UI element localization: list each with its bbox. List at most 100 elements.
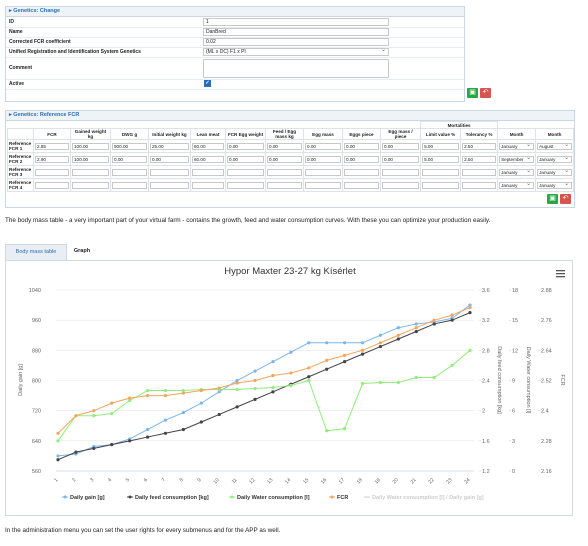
legend-marker xyxy=(330,495,334,499)
cell-input[interactable]: 2.50 xyxy=(462,142,497,150)
month-select[interactable]: January xyxy=(499,181,535,189)
field-input[interactable]: DanBred xyxy=(203,28,389,36)
y-tick-label: 1040 xyxy=(29,288,41,294)
cell-input[interactable]: 0.00 xyxy=(305,155,341,163)
data-point xyxy=(217,386,221,390)
cell-input[interactable] xyxy=(344,168,379,176)
field-input[interactable]: 1 xyxy=(203,18,389,26)
cell-input[interactable] xyxy=(462,168,497,176)
month-select[interactable]: January xyxy=(537,168,573,176)
cell-input[interactable]: 25.00 xyxy=(150,142,189,150)
cell-input[interactable]: 2.85 xyxy=(35,142,69,150)
cell-input[interactable]: 0.00 xyxy=(344,155,379,163)
y-tick-label: 1.2 xyxy=(482,469,490,475)
cell-input[interactable]: 900.00 xyxy=(112,142,147,150)
legend-label: Daily feed consumption [kg] xyxy=(135,495,209,501)
data-point xyxy=(432,318,436,322)
cell-input[interactable] xyxy=(227,168,264,176)
month-select[interactable]: January xyxy=(499,168,535,176)
cell-input[interactable] xyxy=(267,181,302,189)
cell-input[interactable]: 0.00 xyxy=(267,142,302,150)
active-checkbox[interactable]: ✓ xyxy=(204,80,211,87)
cell-input[interactable] xyxy=(344,181,379,189)
cell-input[interactable]: 0.00 xyxy=(382,155,420,163)
month-select[interactable]: September xyxy=(499,155,535,163)
cell-input[interactable] xyxy=(267,168,302,176)
cell-input[interactable] xyxy=(150,168,189,176)
back-button[interactable]: ↶ xyxy=(560,194,571,204)
month-select[interactable]: January xyxy=(537,155,573,163)
cell-input[interactable]: 60.00 xyxy=(192,142,224,150)
y-tick-label: 880 xyxy=(32,348,41,354)
data-point xyxy=(163,393,168,398)
save-button[interactable]: ▣ xyxy=(467,88,478,98)
cell-input[interactable] xyxy=(305,168,341,176)
cell-input[interactable]: 100.00 xyxy=(72,155,109,163)
data-point xyxy=(56,458,60,462)
save-button[interactable]: ▣ xyxy=(547,194,558,204)
tab[interactable]: Body mass table xyxy=(5,244,67,260)
field-input[interactable]: 0.02 xyxy=(203,38,389,46)
cell-input[interactable] xyxy=(150,181,189,189)
field-select[interactable]: (ML x DC) F1 x PI xyxy=(203,48,389,56)
cell-input[interactable] xyxy=(72,168,109,176)
data-point xyxy=(307,375,311,379)
cell-input[interactable] xyxy=(35,168,69,176)
y-tick-label: 960 xyxy=(32,318,41,324)
cell-input[interactable]: 2.90 xyxy=(35,155,69,163)
back-button[interactable]: ↶ xyxy=(480,88,491,98)
data-point xyxy=(110,401,114,405)
cell-input[interactable] xyxy=(462,181,497,189)
panel-header: ▸ Genetics: Change xyxy=(6,7,464,17)
cell-input[interactable] xyxy=(227,181,264,189)
data-point xyxy=(343,353,347,357)
cell-input[interactable] xyxy=(382,168,420,176)
cell-input[interactable]: 5.00 xyxy=(422,155,460,163)
cell-input[interactable]: 5.00 xyxy=(422,142,460,150)
cell-input[interactable] xyxy=(112,181,147,189)
y-tick-label: 15 xyxy=(512,318,518,324)
field-label: Corrected FCR coefficient xyxy=(9,39,71,45)
x-tick-label: 24 xyxy=(463,477,471,485)
y-tick-label: 3.6 xyxy=(482,288,490,294)
cell-input[interactable] xyxy=(422,181,460,189)
tab-active[interactable]: Graph xyxy=(73,248,91,254)
cell-input[interactable] xyxy=(382,181,420,189)
cell-input[interactable]: 0.00 xyxy=(344,142,379,150)
data-point xyxy=(432,322,436,326)
cell-input[interactable] xyxy=(422,168,460,176)
x-tick-label: 11 xyxy=(231,477,239,485)
data-point xyxy=(468,348,472,352)
cell-input[interactable]: 0.00 xyxy=(227,155,264,163)
cell-input[interactable]: 0.00 xyxy=(267,155,302,163)
chart-menu[interactable] xyxy=(556,270,565,278)
comment-textarea[interactable] xyxy=(203,59,389,78)
cell-input[interactable] xyxy=(35,181,69,189)
cell-input[interactable]: 2.50 xyxy=(462,155,497,163)
month-select[interactable]: January xyxy=(499,142,535,150)
cell-input[interactable] xyxy=(192,181,224,189)
data-point xyxy=(414,322,418,326)
cell-input[interactable]: 0.00 xyxy=(305,142,341,150)
cell-input[interactable] xyxy=(305,181,341,189)
cell-input[interactable]: 0.00 xyxy=(227,142,264,150)
data-point xyxy=(343,427,347,431)
panel-title: Genetics: Reference FCR xyxy=(13,112,80,118)
cell-input[interactable]: 60.00 xyxy=(192,155,224,163)
data-point xyxy=(343,360,347,364)
outro-text: In the administration menu you can set t… xyxy=(5,527,281,534)
cell-input[interactable] xyxy=(192,168,224,176)
cell-input[interactable]: 0.00 xyxy=(382,142,420,150)
cell-input[interactable]: 0.00 xyxy=(150,155,189,163)
cell-input[interactable] xyxy=(112,168,147,176)
cell-input[interactable]: 0.00 xyxy=(112,155,147,163)
data-point xyxy=(92,409,96,413)
data-point xyxy=(56,454,60,458)
month-select[interactable]: January xyxy=(537,181,573,189)
data-point xyxy=(235,387,239,392)
cell: 2.85 xyxy=(33,139,71,153)
cell-input[interactable] xyxy=(72,181,109,189)
month-select[interactable]: August xyxy=(537,142,573,150)
cell-input[interactable]: 100.00 xyxy=(72,142,109,150)
